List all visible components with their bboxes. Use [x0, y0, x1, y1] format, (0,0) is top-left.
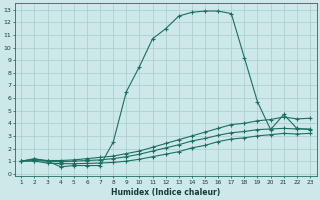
X-axis label: Humidex (Indice chaleur): Humidex (Indice chaleur) — [111, 188, 220, 197]
